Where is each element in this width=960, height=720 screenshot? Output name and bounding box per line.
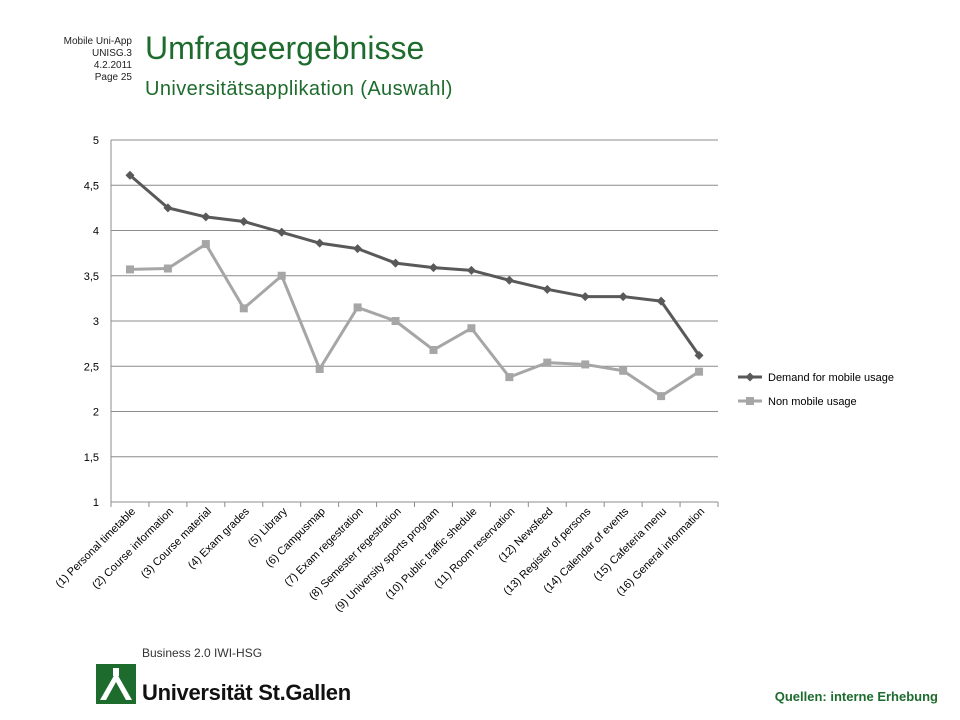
meta-page: Page 25	[94, 72, 132, 83]
data-point-square	[239, 304, 248, 313]
page-title: Umfrageergebnisse	[145, 30, 425, 66]
y-tick-label: 4	[93, 226, 99, 238]
data-point-square	[695, 367, 704, 376]
data-point-diamond	[580, 292, 590, 302]
meta-date: 4.2.2011	[93, 60, 132, 71]
data-point-square	[277, 271, 286, 280]
y-tick-label: 5	[93, 135, 99, 147]
page-subtitle: Universitätsapplikation (Auswahl)	[145, 78, 453, 100]
university-logo: Business 2.0 IWI-HSG Universität St.Gall…	[96, 642, 351, 710]
data-point-square	[505, 373, 514, 382]
y-tick-label: 2,5	[84, 361, 99, 373]
logo-emblem-icon	[96, 664, 136, 704]
data-point-diamond	[618, 292, 628, 302]
survey-line-chart: 11,522,533,544,55(1) Personal timetable(…	[54, 135, 894, 614]
x-tick-label: (15) Cafeteria menu	[592, 506, 670, 584]
data-point-square	[201, 240, 210, 249]
series-line-square	[129, 242, 700, 398]
data-point-diamond	[542, 284, 552, 294]
source-note: Quellen: interne Erhebung	[774, 689, 938, 704]
y-tick-label: 1,5	[84, 452, 99, 464]
legend-label: Non mobile usage	[768, 396, 857, 408]
data-point-square	[315, 364, 324, 373]
data-point-diamond	[315, 238, 325, 248]
data-point-diamond	[277, 227, 287, 237]
data-point-diamond	[125, 170, 135, 180]
y-tick-label: 3,5	[84, 271, 99, 283]
y-tick-label: 2	[93, 407, 99, 419]
y-tick-label: 4,5	[84, 180, 99, 192]
data-point-square	[467, 324, 476, 333]
legend-label: Demand for mobile usage	[768, 372, 894, 384]
data-point-diamond	[163, 203, 173, 213]
logo-tagline: Business 2.0 IWI-HSG	[142, 646, 263, 660]
series-line-diamond	[128, 174, 701, 357]
x-tick-label: (3) Course material	[139, 506, 214, 581]
data-point-square	[543, 358, 552, 367]
slide-meta: Mobile Uni-App UNISG.3 4.2.2011 Page 25	[40, 36, 132, 84]
data-point-diamond	[504, 275, 514, 285]
data-point-square	[429, 345, 438, 354]
data-point-square	[353, 303, 362, 312]
logo-name: Universität St.Gallen	[142, 680, 351, 705]
data-point-square	[163, 264, 172, 273]
legend-marker	[746, 397, 754, 405]
y-tick-label: 1	[93, 497, 99, 509]
data-point-diamond	[656, 296, 666, 306]
data-point-diamond	[391, 258, 401, 268]
data-point-diamond	[466, 265, 476, 275]
meta-project: Mobile Uni-App	[63, 36, 132, 47]
data-point-diamond	[353, 244, 363, 254]
data-point-diamond	[694, 350, 704, 360]
y-tick-label: 3	[93, 316, 99, 328]
legend-marker	[745, 372, 755, 382]
data-point-square	[125, 265, 134, 274]
data-point-square	[581, 360, 590, 369]
data-point-square	[619, 366, 628, 375]
data-point-square	[657, 392, 666, 401]
data-point-square	[391, 317, 400, 325]
data-point-diamond	[428, 263, 438, 273]
meta-code: UNISG.3	[91, 48, 132, 59]
data-point-diamond	[201, 212, 211, 222]
data-point-diamond	[239, 216, 249, 226]
